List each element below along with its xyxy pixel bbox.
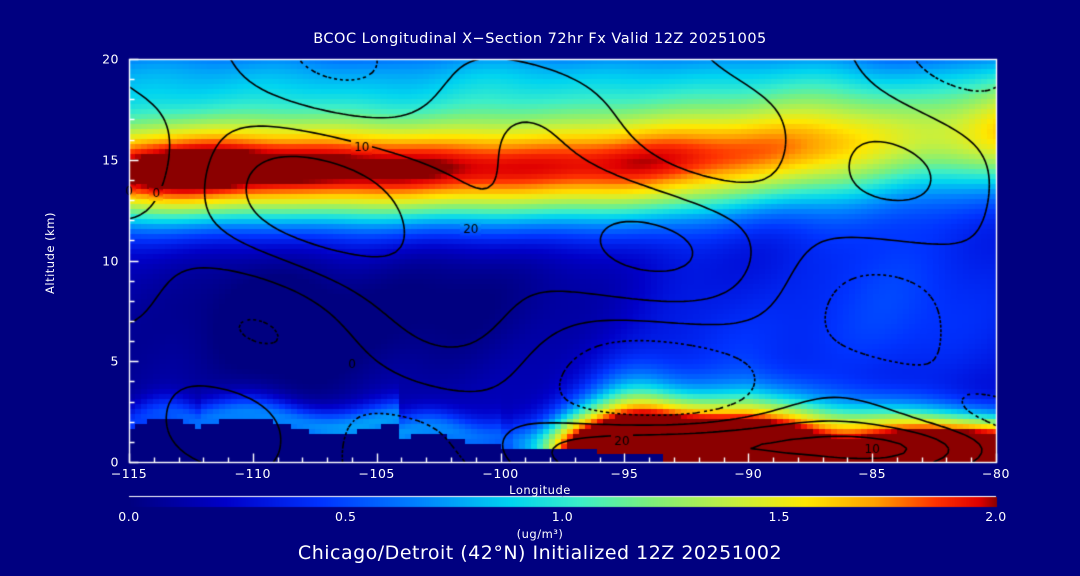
cross-section-plot-canvas xyxy=(0,0,1080,576)
figure-root: BCOC Longitudinal X−Section 72hr Fx Vali… xyxy=(0,0,1080,576)
